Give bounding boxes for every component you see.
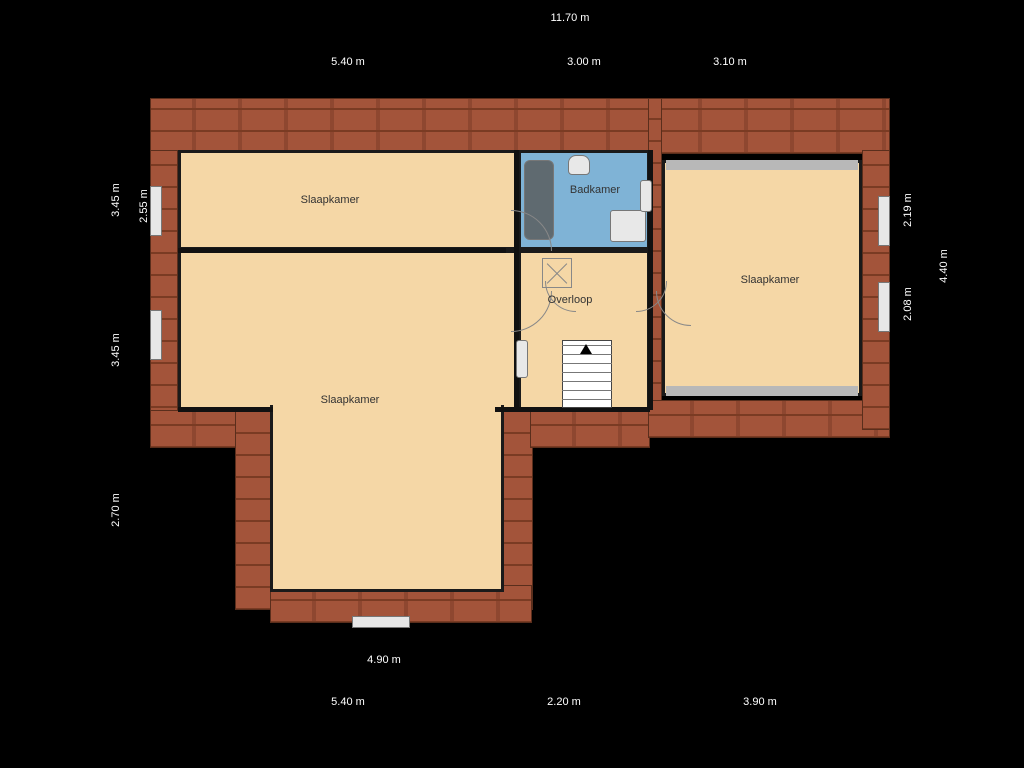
dimension-label: 3.00 m <box>567 56 601 68</box>
dimension-label: 3.10 m <box>713 56 747 68</box>
window <box>878 196 890 246</box>
dimension-label: 4.90 m <box>367 654 401 666</box>
velux-strip <box>666 160 858 170</box>
stair-arrow-icon <box>580 344 592 354</box>
room-label: Slaapkamer <box>741 274 800 286</box>
roof-segment <box>648 400 890 438</box>
radiator-icon <box>516 340 528 378</box>
dimension-label: 5.40 m <box>331 56 365 68</box>
dimension-label: 2.19 m <box>902 193 914 227</box>
room-label: Slaapkamer <box>321 394 380 406</box>
room-slaapkamer-2 <box>178 250 518 410</box>
window <box>352 616 410 628</box>
sink-icon <box>610 210 646 242</box>
dimension-label: 3.45 m <box>110 183 122 217</box>
roof-segment <box>150 98 890 154</box>
room-label: Overloop <box>548 294 593 306</box>
radiator-icon <box>640 180 652 212</box>
dimension-label: 2.70 m <box>110 493 122 527</box>
window <box>878 282 890 332</box>
dimension-label: 2.20 m <box>547 696 581 708</box>
room-label: Slaapkamer <box>301 194 360 206</box>
dimension-label: 4.40 m <box>938 249 950 283</box>
roof-segment <box>530 410 650 448</box>
room-slaapkamer-2-ext <box>270 405 504 592</box>
velux-strip <box>666 386 858 396</box>
wall <box>178 248 506 253</box>
dimension-label: 3.90 m <box>743 696 777 708</box>
window <box>150 310 162 360</box>
toilet-icon <box>568 155 590 175</box>
floorplan-canvas: Slaapkamer Badkamer Slaapkamer Overloop … <box>0 0 1024 768</box>
dimension-label: 11.70 m <box>551 12 590 24</box>
room-label: Badkamer <box>570 184 620 196</box>
dimension-label: 2.08 m <box>902 287 914 321</box>
dimension-label: 3.45 m <box>110 333 122 367</box>
dimension-label: 5.40 m <box>331 696 365 708</box>
wall <box>178 407 273 412</box>
dimension-label: 2.55 m <box>138 189 150 223</box>
window <box>150 186 162 236</box>
roof-segment <box>235 410 273 610</box>
